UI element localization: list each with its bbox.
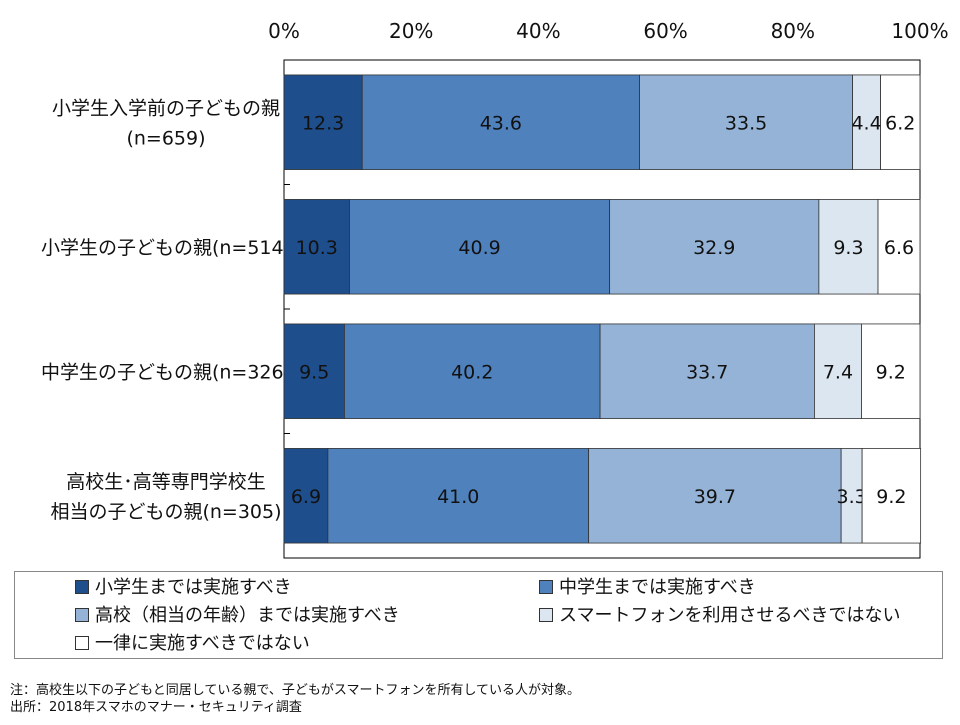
legend-label: スマートフォンを利用させるべきではない: [559, 605, 901, 626]
x-tick-label: 60%: [643, 19, 687, 43]
footnote: 注：高校生以下の子どもと同居している親で、子どもがスマートフォンを所有している人…: [10, 683, 581, 698]
data-label: 9.5: [299, 361, 329, 383]
data-label: 7.4: [823, 361, 853, 383]
legend-label: 中学生までは実施すべき: [559, 577, 756, 598]
data-label: 9.2: [876, 361, 906, 383]
bar-segment: [361, 74, 640, 170]
legend-swatch: [75, 608, 89, 622]
data-label: 3.3: [837, 486, 867, 508]
legend-item: スマートフォンを利用させるべきではない: [539, 606, 900, 626]
category-label: (n=659): [126, 127, 205, 149]
data-label: 4.4: [851, 112, 881, 134]
bar-segment: [814, 323, 862, 419]
data-label: 33.5: [725, 112, 767, 134]
data-label: 10.3: [296, 237, 338, 259]
source-note: 出所：2018年スマホのマナー・セキュリティ調査: [10, 700, 302, 715]
data-label: 32.9: [693, 237, 735, 259]
bar-segment: [599, 323, 815, 419]
bar-segment: [861, 448, 922, 544]
bar-segment: [861, 323, 921, 419]
x-tick-label: 100%: [891, 19, 948, 43]
bar-segment: [877, 199, 921, 295]
category-label: 相当の子どもの親(n=305): [50, 501, 281, 523]
legend-swatch: [75, 636, 89, 650]
x-tick-label: 0%: [268, 19, 300, 43]
category-label: 小学生入学前の子どもの親: [52, 97, 280, 119]
data-label: 40.9: [458, 237, 500, 259]
legend-label: 高校（相当の年齢）までは実施すべき: [95, 605, 400, 626]
data-label: 39.7: [694, 486, 736, 508]
x-tick-label: 80%: [771, 19, 815, 43]
category-label: 高校生･高等専門学校生: [66, 471, 266, 493]
bar-segment: [852, 74, 881, 170]
legend-swatch: [539, 608, 553, 622]
bar-segment: [349, 199, 611, 295]
legend-item: 一律に実施すべきではない: [75, 634, 310, 654]
bar-segment: [818, 199, 879, 295]
bar-segment: [283, 74, 363, 170]
data-label: 9.2: [876, 486, 906, 508]
bar-segment: [283, 199, 350, 295]
bar-segment: [283, 448, 329, 544]
x-tick-label: 20%: [389, 19, 433, 43]
legend: 小学生までは実施すべき 中学生までは実施すべき 高校（相当の年齢）までは実施すべ…: [14, 571, 943, 659]
data-label: 6.6: [884, 237, 914, 259]
stacked-bar-chart: 0% 20% 40% 60% 80% 100% 小学生入学前の子どもの親 (n=659) 12.…: [41, 19, 949, 559]
data-label: 43.6: [480, 112, 522, 134]
bar-segment: [880, 74, 921, 170]
category-label: 小学生の子どもの親(n=514): [41, 237, 291, 259]
bar-segment: [588, 448, 842, 544]
x-tick-label: 40%: [516, 19, 560, 43]
legend-label: 一律に実施すべきではない: [95, 633, 310, 654]
bar-segment: [327, 448, 590, 544]
legend-label: 小学生までは実施すべき: [95, 577, 292, 598]
legend-item: 小学生までは実施すべき: [75, 578, 292, 598]
data-label: 41.0: [437, 486, 479, 508]
legend-item: 中学生までは実施すべき: [539, 578, 756, 598]
data-label: 40.2: [451, 361, 493, 383]
bar-segment: [639, 74, 853, 170]
data-label: 9.3: [833, 237, 863, 259]
data-label: 6.9: [291, 486, 321, 508]
bar-segment: [609, 199, 820, 295]
bar-segment: [344, 323, 601, 419]
legend-swatch: [539, 580, 553, 594]
legend-swatch: [75, 580, 89, 594]
data-label: 12.3: [302, 112, 344, 134]
category-label: 中学生の子どもの親(n=326): [41, 361, 291, 383]
data-label: 33.7: [686, 361, 728, 383]
data-label: 6.2: [885, 112, 915, 134]
legend-item: 高校（相当の年齢）までは実施すべき: [75, 606, 400, 626]
bar-segment: [283, 323, 345, 419]
